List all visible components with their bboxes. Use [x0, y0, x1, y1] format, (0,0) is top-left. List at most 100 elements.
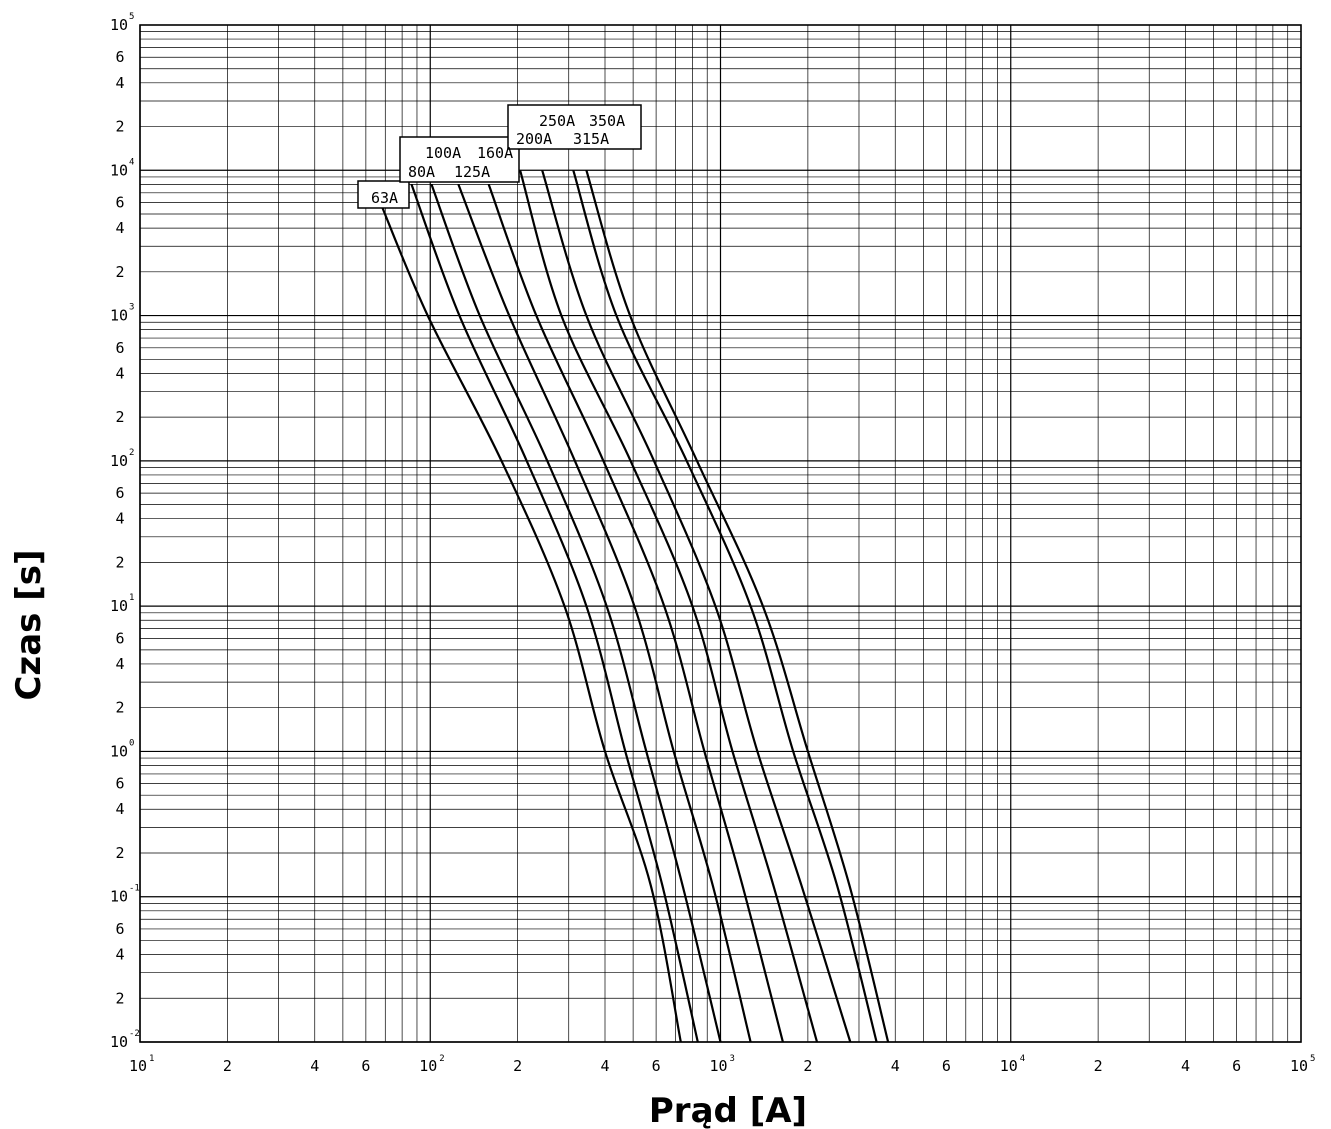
- series-line-200A: [519, 169, 819, 1043]
- x-tick-base: 4: [310, 1057, 319, 1075]
- y-tick-exponent: 1: [129, 593, 134, 603]
- x-tick-base: 2: [223, 1057, 232, 1075]
- x-tick-exponent: 2: [439, 1054, 444, 1064]
- y-tick-base: 6: [115, 775, 124, 793]
- y-tick-base: 10: [110, 888, 128, 906]
- y-tick-exponent: 0: [129, 738, 134, 748]
- x-tick-exponent: 1: [149, 1054, 154, 1064]
- series-label: 350A: [589, 112, 625, 130]
- y-tick-label: 2: [115, 989, 124, 1007]
- y-tick-exponent: 2: [129, 448, 134, 458]
- y-tick-label: 6: [115, 484, 124, 502]
- x-tick-base: 10: [129, 1057, 147, 1075]
- y-tick-base: 10: [110, 16, 128, 34]
- y-tick-label: 6: [115, 920, 124, 938]
- x-tick-base: 6: [652, 1057, 661, 1075]
- x-tick-label: 10 1: [129, 1054, 154, 1075]
- y-tick-base: 10: [110, 307, 128, 325]
- x-tick-base: 2: [513, 1057, 522, 1075]
- y-tick-base: 6: [115, 629, 124, 647]
- x-tick-label: 10 5: [1290, 1054, 1315, 1075]
- y-tick-label: 10 -2: [110, 1029, 140, 1051]
- y-tick-label: 4: [115, 510, 124, 528]
- x-tick-base: 10: [1290, 1057, 1308, 1075]
- y-tick-label: 4: [115, 946, 124, 964]
- x-tick-label: 4: [600, 1057, 609, 1075]
- x-tick-base: 6: [1232, 1057, 1241, 1075]
- y-tick-label: 10 0: [110, 738, 134, 760]
- series-label: 160A: [477, 144, 513, 162]
- y-tick-label: 10 -1: [110, 884, 140, 906]
- x-tick-label: 4: [891, 1057, 900, 1075]
- y-tick-base: 10: [110, 452, 128, 470]
- series-label: 315A: [573, 130, 609, 148]
- label-box-80a-160a: [399, 136, 520, 183]
- series-label: 100A: [425, 144, 461, 162]
- x-tick-base: 4: [1181, 1057, 1190, 1075]
- y-tick-base: 2: [115, 118, 124, 136]
- y-tick-exponent: -2: [129, 1029, 140, 1039]
- x-axis-title: Prąd [A]: [649, 1091, 807, 1129]
- y-tick-label: 4: [115, 74, 124, 92]
- y-tick-label: 2: [115, 553, 124, 571]
- y-tick-base: 6: [115, 339, 124, 357]
- y-tick-base: 10: [110, 161, 128, 179]
- series-line-350A: [585, 169, 890, 1043]
- x-tick-base: 6: [361, 1057, 370, 1075]
- y-tick-exponent: 4: [129, 157, 134, 167]
- y-axis-title: Czas [s]: [9, 549, 49, 700]
- y-tick-base: 2: [115, 263, 124, 281]
- y-tick-base: 10: [110, 1033, 128, 1051]
- series-label: 63A: [371, 189, 398, 207]
- x-tick-label: 6: [652, 1057, 661, 1075]
- y-tick-base: 4: [115, 510, 124, 528]
- x-tick-base: 6: [942, 1057, 951, 1075]
- x-tick-base: 10: [709, 1057, 727, 1075]
- x-tick-exponent: 5: [1310, 1054, 1315, 1064]
- y-tick-label: 6: [115, 339, 124, 357]
- series-label: 200A: [516, 130, 552, 148]
- x-tick-base: 4: [600, 1057, 609, 1075]
- y-tick-exponent: 3: [129, 303, 134, 313]
- x-tick-exponent: 3: [730, 1054, 735, 1064]
- y-tick-label: 10 5: [110, 12, 134, 34]
- y-tick-base: 4: [115, 800, 124, 818]
- series-line-250A: [541, 169, 852, 1043]
- x-tick-base: 10: [1000, 1057, 1018, 1075]
- y-tick-label: 2: [115, 263, 124, 281]
- x-tick-label: 2: [513, 1057, 522, 1075]
- y-tick-base: 10: [110, 597, 128, 615]
- y-tick-base: 6: [115, 920, 124, 938]
- series-label: 80A: [408, 163, 435, 181]
- y-tick-label: 10 4: [110, 157, 134, 179]
- y-tick-label: 10 3: [110, 303, 134, 325]
- x-tick-label: 10 4: [1000, 1054, 1025, 1075]
- y-tick-label: 10 2: [110, 448, 134, 470]
- y-tick-label: 10 1: [110, 593, 134, 615]
- y-tick-label: 4: [115, 219, 124, 237]
- series-line-125A: [457, 184, 752, 1043]
- y-tick-base: 6: [115, 484, 124, 502]
- x-tick-label: 2: [1094, 1057, 1103, 1075]
- y-tick-base: 6: [115, 194, 124, 212]
- y-tick-exponent: 5: [129, 12, 134, 22]
- y-tick-label: 2: [115, 699, 124, 717]
- x-tick-label: 2: [223, 1057, 232, 1075]
- y-tick-base: 6: [115, 48, 124, 66]
- y-tick-label: 4: [115, 364, 124, 382]
- series-line-315A: [572, 169, 878, 1043]
- y-tick-base: 2: [115, 844, 124, 862]
- y-tick-label: 6: [115, 775, 124, 793]
- series-line-100A: [430, 184, 722, 1043]
- y-tick-base: 2: [115, 553, 124, 571]
- series-label: 250A: [539, 112, 575, 130]
- y-tick-label: 6: [115, 194, 124, 212]
- y-tick-base: 2: [115, 989, 124, 1007]
- y-tick-label: 2: [115, 408, 124, 426]
- series-line-160A: [487, 184, 784, 1043]
- series-line-80A: [410, 184, 699, 1043]
- x-tick-exponent: 4: [1020, 1054, 1025, 1064]
- y-tick-base: 4: [115, 74, 124, 92]
